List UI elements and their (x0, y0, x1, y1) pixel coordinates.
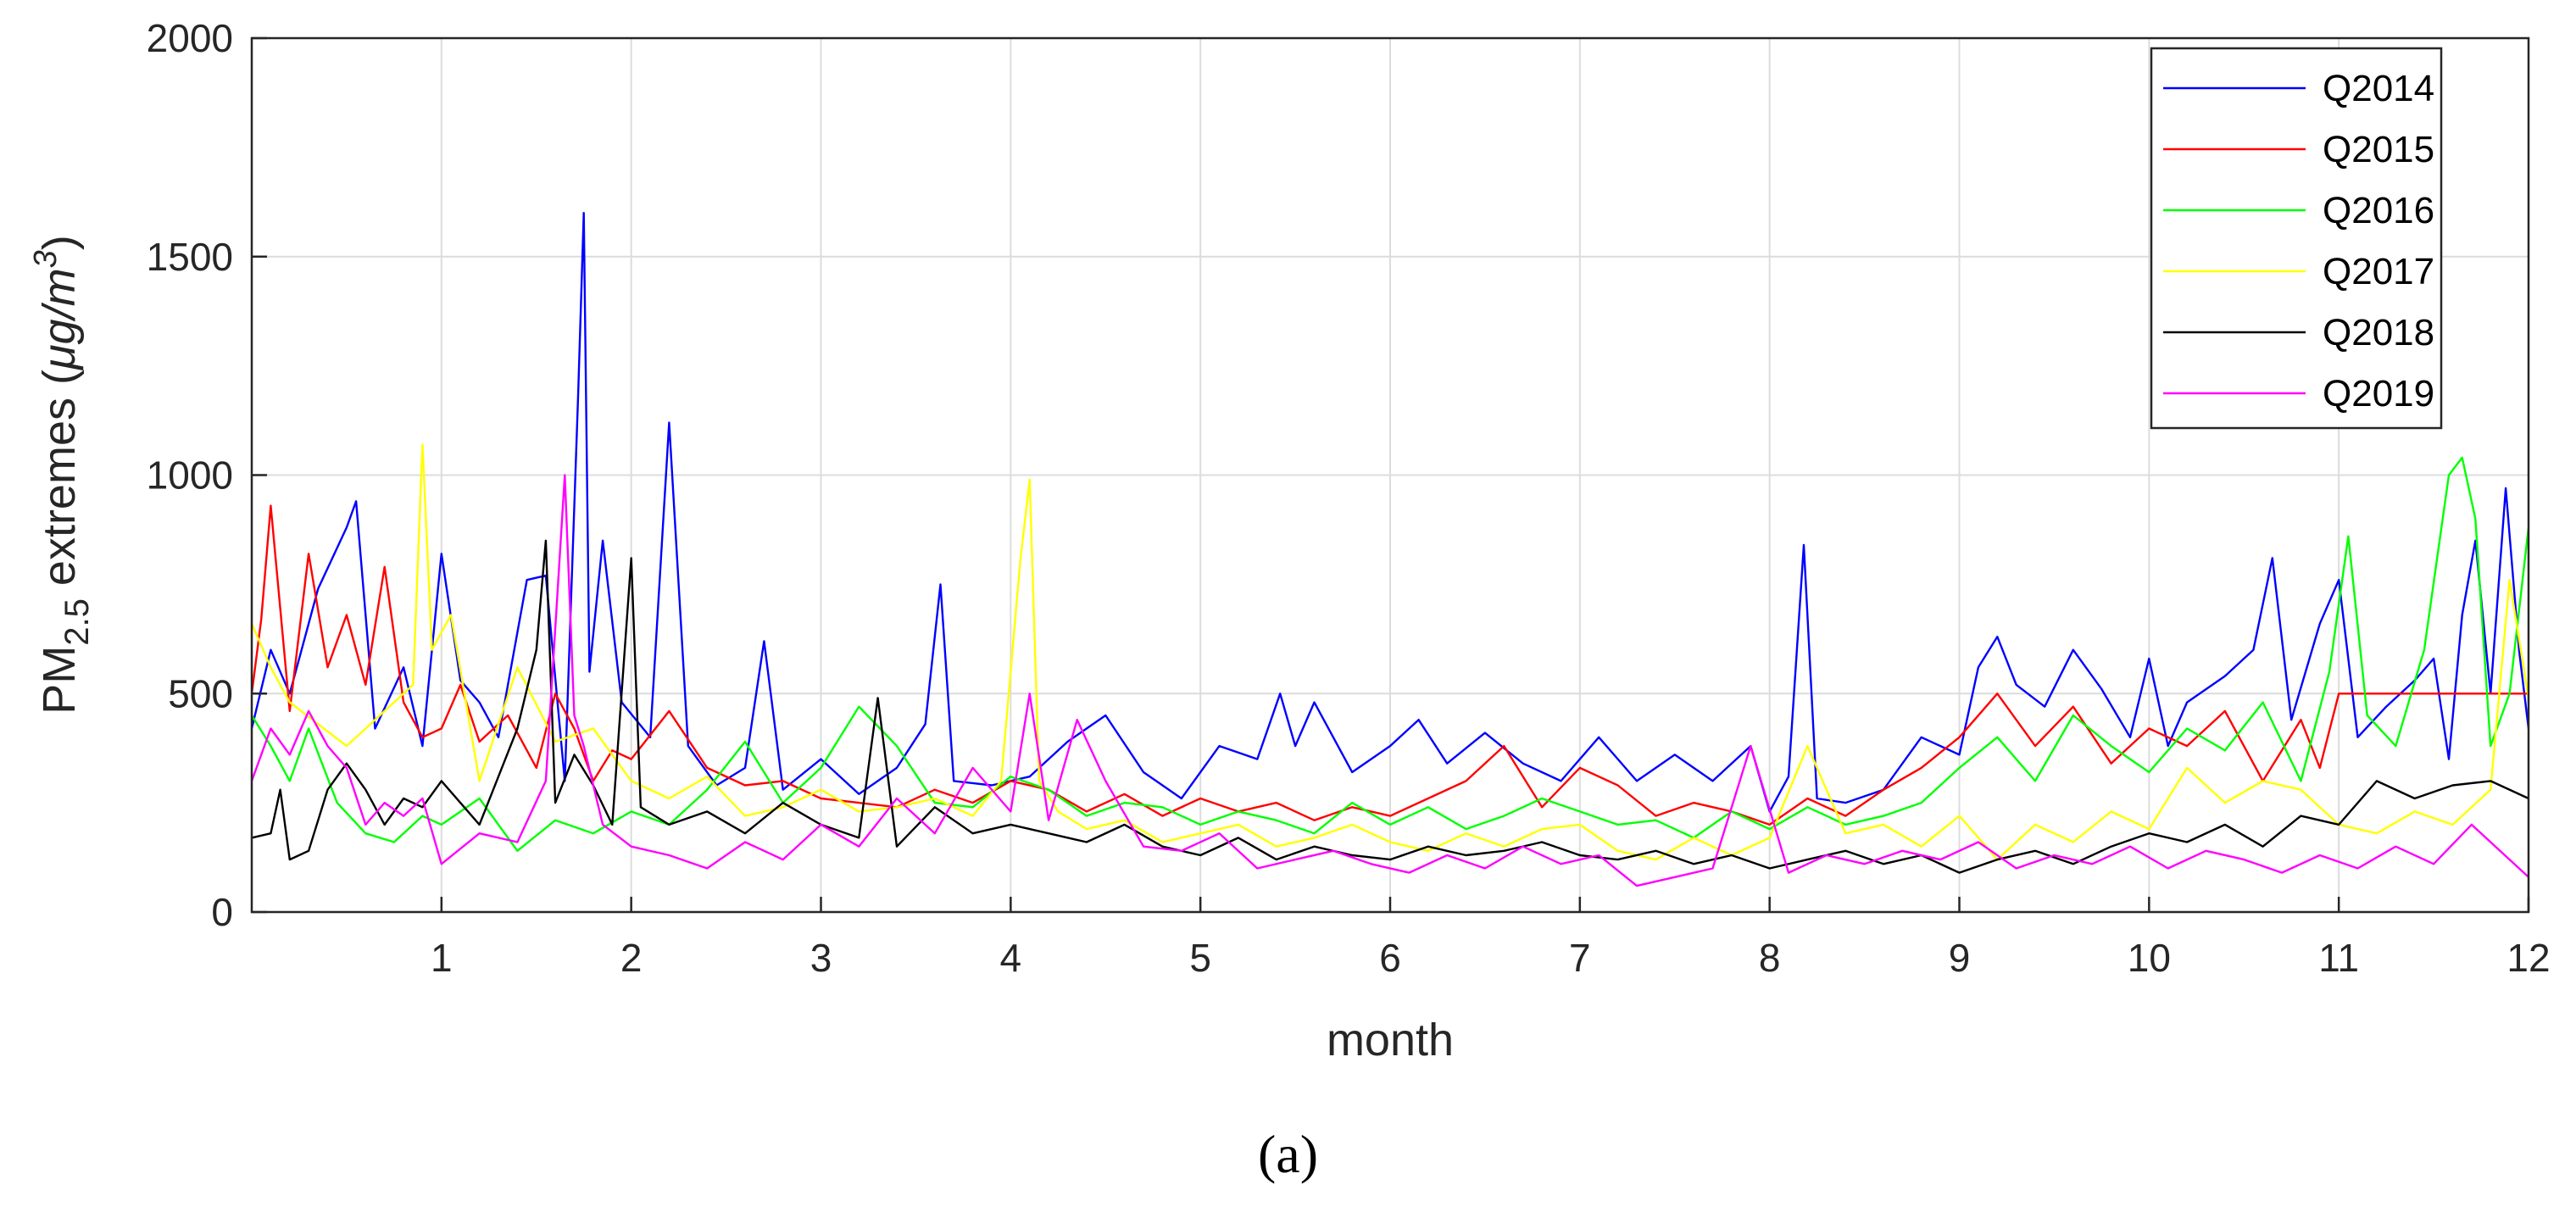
y-tick-label: 500 (168, 671, 233, 715)
x-tick-label: 10 (2128, 936, 2171, 980)
x-tick-label: 8 (1759, 936, 1781, 980)
y-tick-label: 1500 (147, 235, 233, 279)
figure-caption: (a) (1257, 1124, 1319, 1184)
series-line-q2019 (250, 474, 2529, 887)
legend-label-q2014: Q2014 (2323, 68, 2434, 109)
legend-label-q2016: Q2016 (2323, 190, 2434, 231)
axis-ticks (252, 36, 2530, 914)
x-tick-label: 7 (1569, 936, 1591, 980)
x-tick-label: 9 (1949, 936, 1971, 980)
series-line-q2018 (251, 539, 2529, 874)
legend-label-q2019: Q2019 (2323, 373, 2434, 414)
legend-label-q2015: Q2015 (2323, 129, 2434, 170)
y-tick-label: 0 (211, 890, 233, 934)
grid-lines (252, 38, 2529, 912)
x-tick-label: 1 (431, 936, 453, 980)
y-tick-label: 2000 (147, 16, 233, 60)
x-tick-label: 6 (1379, 936, 1401, 980)
series-line-q2016 (250, 456, 2530, 852)
x-tick-label: 2 (620, 936, 643, 980)
x-tick-label: 11 (2318, 936, 2359, 980)
legend-label-q2018: Q2018 (2323, 312, 2434, 353)
x-axis-title: month (1327, 1015, 1454, 1065)
x-tick-label: 4 (1000, 936, 1022, 980)
series-line-q2015 (250, 504, 2529, 826)
svg-text:PM2.5 extremes (μg/m3): PM2.5 extremes (μg/m3) (28, 235, 96, 714)
y-axis-title: PM2.5 extremes (μg/m3) (28, 235, 96, 714)
legend-box (2150, 47, 2443, 430)
y-tick-label: 1000 (147, 453, 233, 498)
legend: Q2014 Q2015 Q2016 Q2017 Q2018 Q2019 (2150, 47, 2443, 430)
series-layer (250, 211, 2530, 887)
x-tick-label: 5 (1189, 936, 1211, 980)
series-line-q2017 (250, 443, 2530, 861)
x-tick-label: 3 (810, 936, 832, 980)
legend-label-q2017: Q2017 (2323, 251, 2434, 292)
x-tick-label: 12 (2506, 936, 2550, 980)
